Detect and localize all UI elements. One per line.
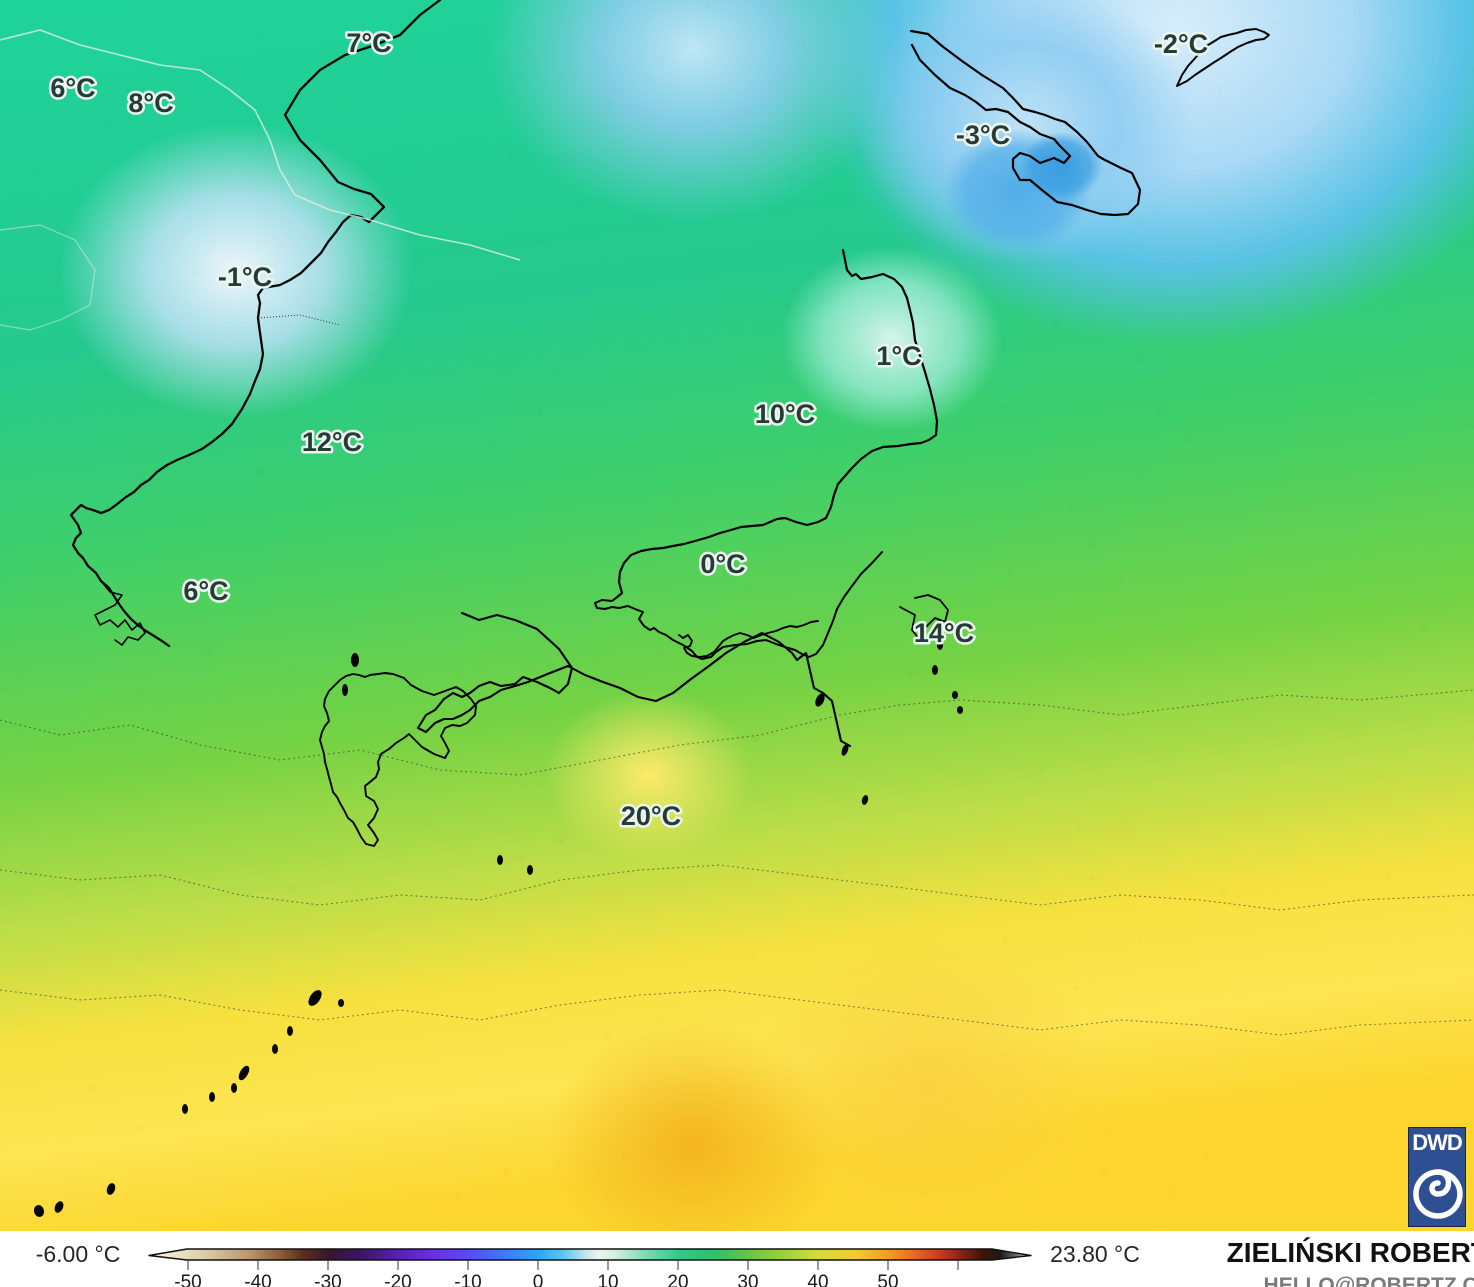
svg-text:10°C: 10°C xyxy=(755,399,815,429)
svg-text:1°C: 1°C xyxy=(876,341,921,371)
svg-text:-3°C: -3°C xyxy=(956,120,1010,150)
svg-text:0°C: 0°C xyxy=(700,549,745,579)
svg-text:30: 30 xyxy=(737,1272,758,1287)
svg-text:40: 40 xyxy=(807,1272,828,1287)
svg-text:20: 20 xyxy=(667,1272,688,1287)
svg-text:-6.00 °C: -6.00 °C xyxy=(36,1241,121,1267)
svg-text:14°C: 14°C xyxy=(914,618,974,648)
svg-text:50: 50 xyxy=(877,1272,898,1287)
svg-text:-40: -40 xyxy=(244,1272,271,1287)
svg-text:-20: -20 xyxy=(384,1272,411,1287)
svg-text:7°C: 7°C xyxy=(346,28,391,58)
svg-text:0: 0 xyxy=(533,1272,544,1287)
svg-text:-10: -10 xyxy=(454,1272,481,1287)
svg-text:20°C: 20°C xyxy=(621,801,681,831)
svg-text:6°C: 6°C xyxy=(50,73,95,103)
svg-text:12°C: 12°C xyxy=(302,427,362,457)
svg-text:-2°C: -2°C xyxy=(1154,29,1208,59)
svg-text:23.80 °C: 23.80 °C xyxy=(1050,1241,1140,1267)
svg-text:8°C: 8°C xyxy=(128,88,173,118)
svg-text:-1°C: -1°C xyxy=(218,262,272,292)
svg-text:6°C: 6°C xyxy=(183,576,228,606)
svg-text:10: 10 xyxy=(597,1272,618,1287)
svg-text:-30: -30 xyxy=(314,1272,341,1287)
svg-text:-50: -50 xyxy=(174,1272,201,1287)
